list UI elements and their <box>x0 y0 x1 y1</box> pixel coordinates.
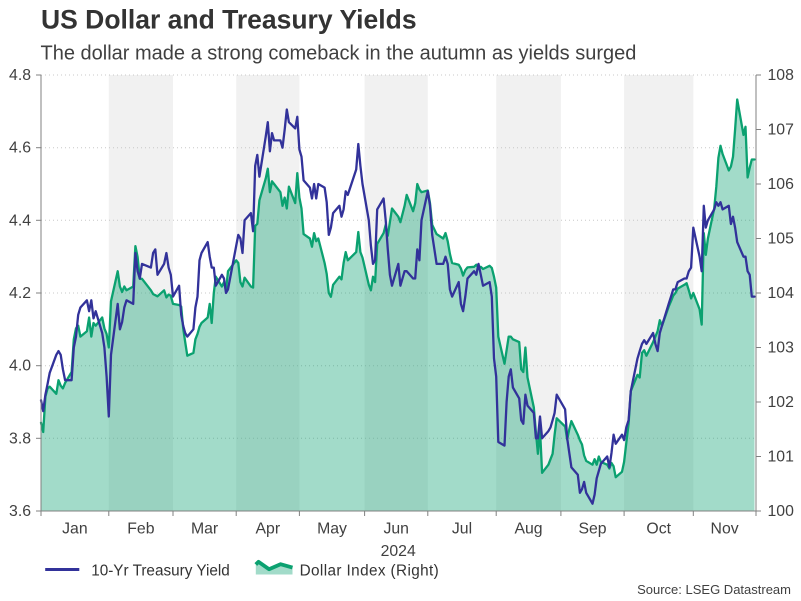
svg-text:Mar: Mar <box>191 521 218 538</box>
svg-text:Jun: Jun <box>383 521 408 538</box>
svg-text:Dollar Index (Right): Dollar Index (Right) <box>300 562 440 579</box>
svg-text:100: 100 <box>768 503 795 520</box>
svg-text:2024: 2024 <box>381 543 416 560</box>
svg-text:102: 102 <box>768 394 794 411</box>
svg-text:4.6: 4.6 <box>9 140 31 157</box>
svg-text:106: 106 <box>768 176 795 193</box>
svg-text:4.0: 4.0 <box>9 358 31 375</box>
svg-text:May: May <box>317 521 347 538</box>
svg-text:105: 105 <box>768 231 795 248</box>
svg-text:Sep: Sep <box>578 521 606 538</box>
svg-text:Oct: Oct <box>646 521 671 538</box>
svg-text:108: 108 <box>768 67 795 84</box>
svg-text:Jul: Jul <box>452 521 472 538</box>
svg-text:101: 101 <box>768 449 795 466</box>
svg-text:Source: LSEG Datastream: Source: LSEG Datastream <box>637 582 791 597</box>
svg-text:3.8: 3.8 <box>9 430 31 447</box>
svg-text:Apr: Apr <box>256 521 281 538</box>
svg-text:10-Yr Treasury Yield: 10-Yr Treasury Yield <box>91 562 230 579</box>
svg-text:Nov: Nov <box>711 521 739 538</box>
svg-text:3.6: 3.6 <box>9 503 31 520</box>
svg-text:The dollar made a strong comeb: The dollar made a strong comeback in the… <box>41 43 637 65</box>
svg-text:Aug: Aug <box>514 521 542 538</box>
svg-text:107: 107 <box>768 122 794 139</box>
svg-text:Jan: Jan <box>62 521 87 538</box>
svg-text:103: 103 <box>768 340 795 357</box>
svg-text:4.4: 4.4 <box>9 212 31 229</box>
svg-text:US Dollar and Treasury Yields: US Dollar and Treasury Yields <box>41 5 417 35</box>
svg-text:104: 104 <box>768 285 795 302</box>
svg-text:4.8: 4.8 <box>9 67 31 84</box>
svg-text:4.2: 4.2 <box>9 285 31 302</box>
svg-text:Feb: Feb <box>127 521 154 538</box>
